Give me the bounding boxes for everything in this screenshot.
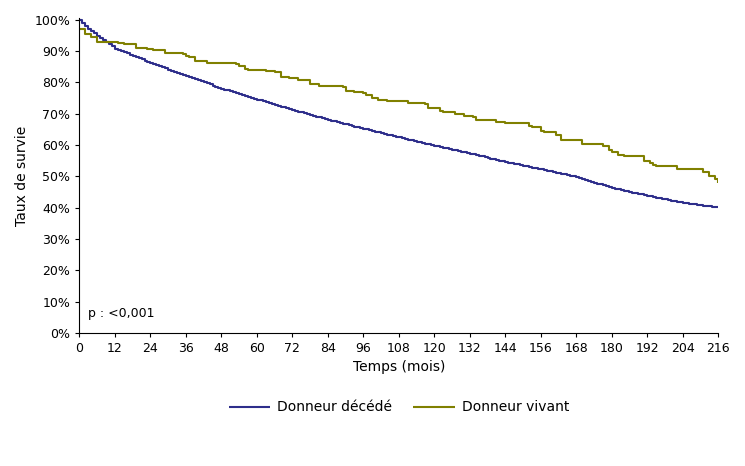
Donneur vivant — [705, 169, 714, 174]
Donneur vivant — [460, 111, 469, 116]
Donneur vivant — [359, 89, 368, 95]
X-axis label: Temps (mois): Temps (mois) — [352, 360, 445, 375]
Donneur décédé — [185, 75, 194, 80]
Donneur décédé — [90, 28, 99, 34]
Donneur vivant — [75, 27, 84, 32]
Donneur vivant — [619, 153, 628, 159]
Text: p : <0,001: p : <0,001 — [89, 308, 155, 320]
Donneur décédé — [341, 121, 350, 126]
Line: Donneur vivant: Donneur vivant — [80, 29, 718, 183]
Donneur décédé — [164, 67, 173, 72]
Donneur décédé — [75, 17, 84, 22]
Donneur décédé — [87, 27, 96, 32]
Legend: Donneur décédé, Donneur vivant: Donneur décédé, Donneur vivant — [223, 395, 574, 420]
Donneur vivant — [714, 180, 723, 185]
Y-axis label: Taux de survie: Taux de survie — [15, 125, 29, 226]
Donneur vivant — [81, 31, 90, 37]
Line: Donneur décédé: Donneur décédé — [80, 20, 718, 208]
Donneur décédé — [714, 205, 723, 211]
Donneur décédé — [226, 88, 235, 93]
Donneur vivant — [232, 61, 241, 67]
